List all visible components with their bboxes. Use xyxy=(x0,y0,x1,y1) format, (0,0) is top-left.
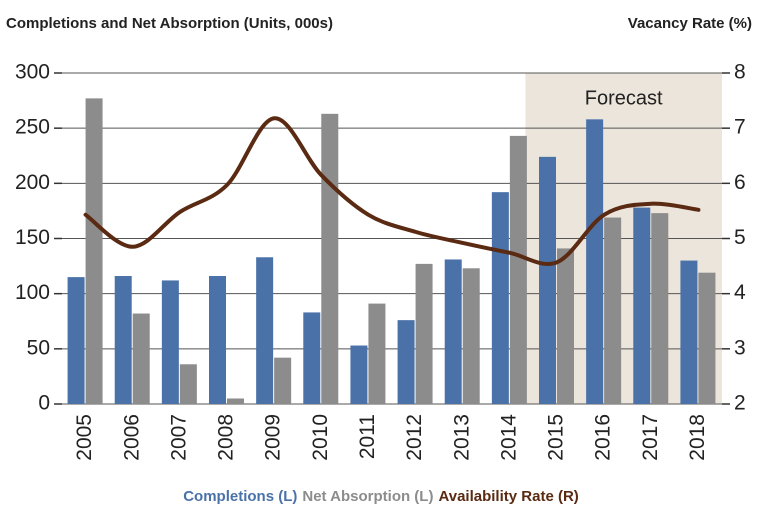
bar xyxy=(698,272,716,404)
x-tick-label: 2012 xyxy=(403,414,426,461)
y2-tick-label: 4 xyxy=(734,281,746,304)
y2-tick-label: 8 xyxy=(734,61,746,84)
bar xyxy=(491,192,509,404)
y-tick-label: 150 xyxy=(15,226,50,249)
bar xyxy=(586,119,604,404)
bar xyxy=(633,207,651,404)
x-tick-label: 2009 xyxy=(262,414,285,461)
bar xyxy=(179,364,197,404)
bar xyxy=(539,156,556,404)
bar xyxy=(415,263,433,404)
x-tick-label: 2008 xyxy=(215,414,238,461)
y-tick-label: 200 xyxy=(15,171,50,194)
bar xyxy=(444,259,462,404)
x-tick-label: 2005 xyxy=(73,414,96,461)
x-tick-label: 2016 xyxy=(592,414,615,461)
y2-tick-label: 7 xyxy=(734,116,746,139)
bar xyxy=(256,257,274,404)
y-tick-label: 0 xyxy=(38,392,50,415)
legend-entry: Availability Rate (R) xyxy=(438,488,578,505)
bar xyxy=(509,135,527,404)
x-tick-label: 2018 xyxy=(686,414,709,461)
legend-entry: Net Absorption (L) xyxy=(302,488,433,505)
bar xyxy=(132,313,150,404)
bar xyxy=(274,357,292,404)
y-tick-label: 50 xyxy=(27,336,50,359)
y-tick-label: 300 xyxy=(15,61,50,84)
bar xyxy=(67,277,85,404)
bar xyxy=(557,248,574,404)
y2-tick-label: 6 xyxy=(734,171,746,194)
bar xyxy=(321,113,339,404)
bar xyxy=(85,98,103,405)
x-tick-label: 2011 xyxy=(356,414,379,459)
x-tick-label: 2013 xyxy=(450,414,473,461)
bar xyxy=(227,398,244,404)
y2-axis-title: Vacancy Rate (%) xyxy=(628,15,752,32)
bar xyxy=(680,260,698,404)
bar xyxy=(604,217,622,404)
y-tick-label: 100 xyxy=(15,281,50,304)
y2-tick-label: 5 xyxy=(734,226,746,249)
bar xyxy=(303,312,321,404)
legend: Completions (L) Net Absorption (L) Availab… xyxy=(183,488,579,505)
x-tick-label: 2015 xyxy=(545,414,568,461)
bar xyxy=(651,213,669,404)
x-tick-label: 2007 xyxy=(167,414,190,461)
forecast-label: Forecast xyxy=(585,87,663,109)
line xyxy=(83,116,701,266)
x-tick-label: 2017 xyxy=(639,414,662,461)
y-axis-title: Completions and Net Absorption (Units, 0… xyxy=(6,15,333,32)
bar xyxy=(397,320,415,404)
bar xyxy=(368,303,386,404)
y-tick-label: 250 xyxy=(15,116,50,139)
bar xyxy=(114,276,132,404)
x-tick-label: 2010 xyxy=(309,414,332,461)
bar xyxy=(209,276,226,404)
bar xyxy=(350,345,368,404)
y2-tick-label: 3 xyxy=(734,336,746,359)
legend-entry: Completions (L) xyxy=(183,488,297,505)
x-tick-label: 2006 xyxy=(120,414,143,461)
bar xyxy=(161,280,179,404)
y2-tick-label: 2 xyxy=(734,392,746,415)
x-tick-label: 2014 xyxy=(497,414,520,461)
bar xyxy=(462,268,480,404)
